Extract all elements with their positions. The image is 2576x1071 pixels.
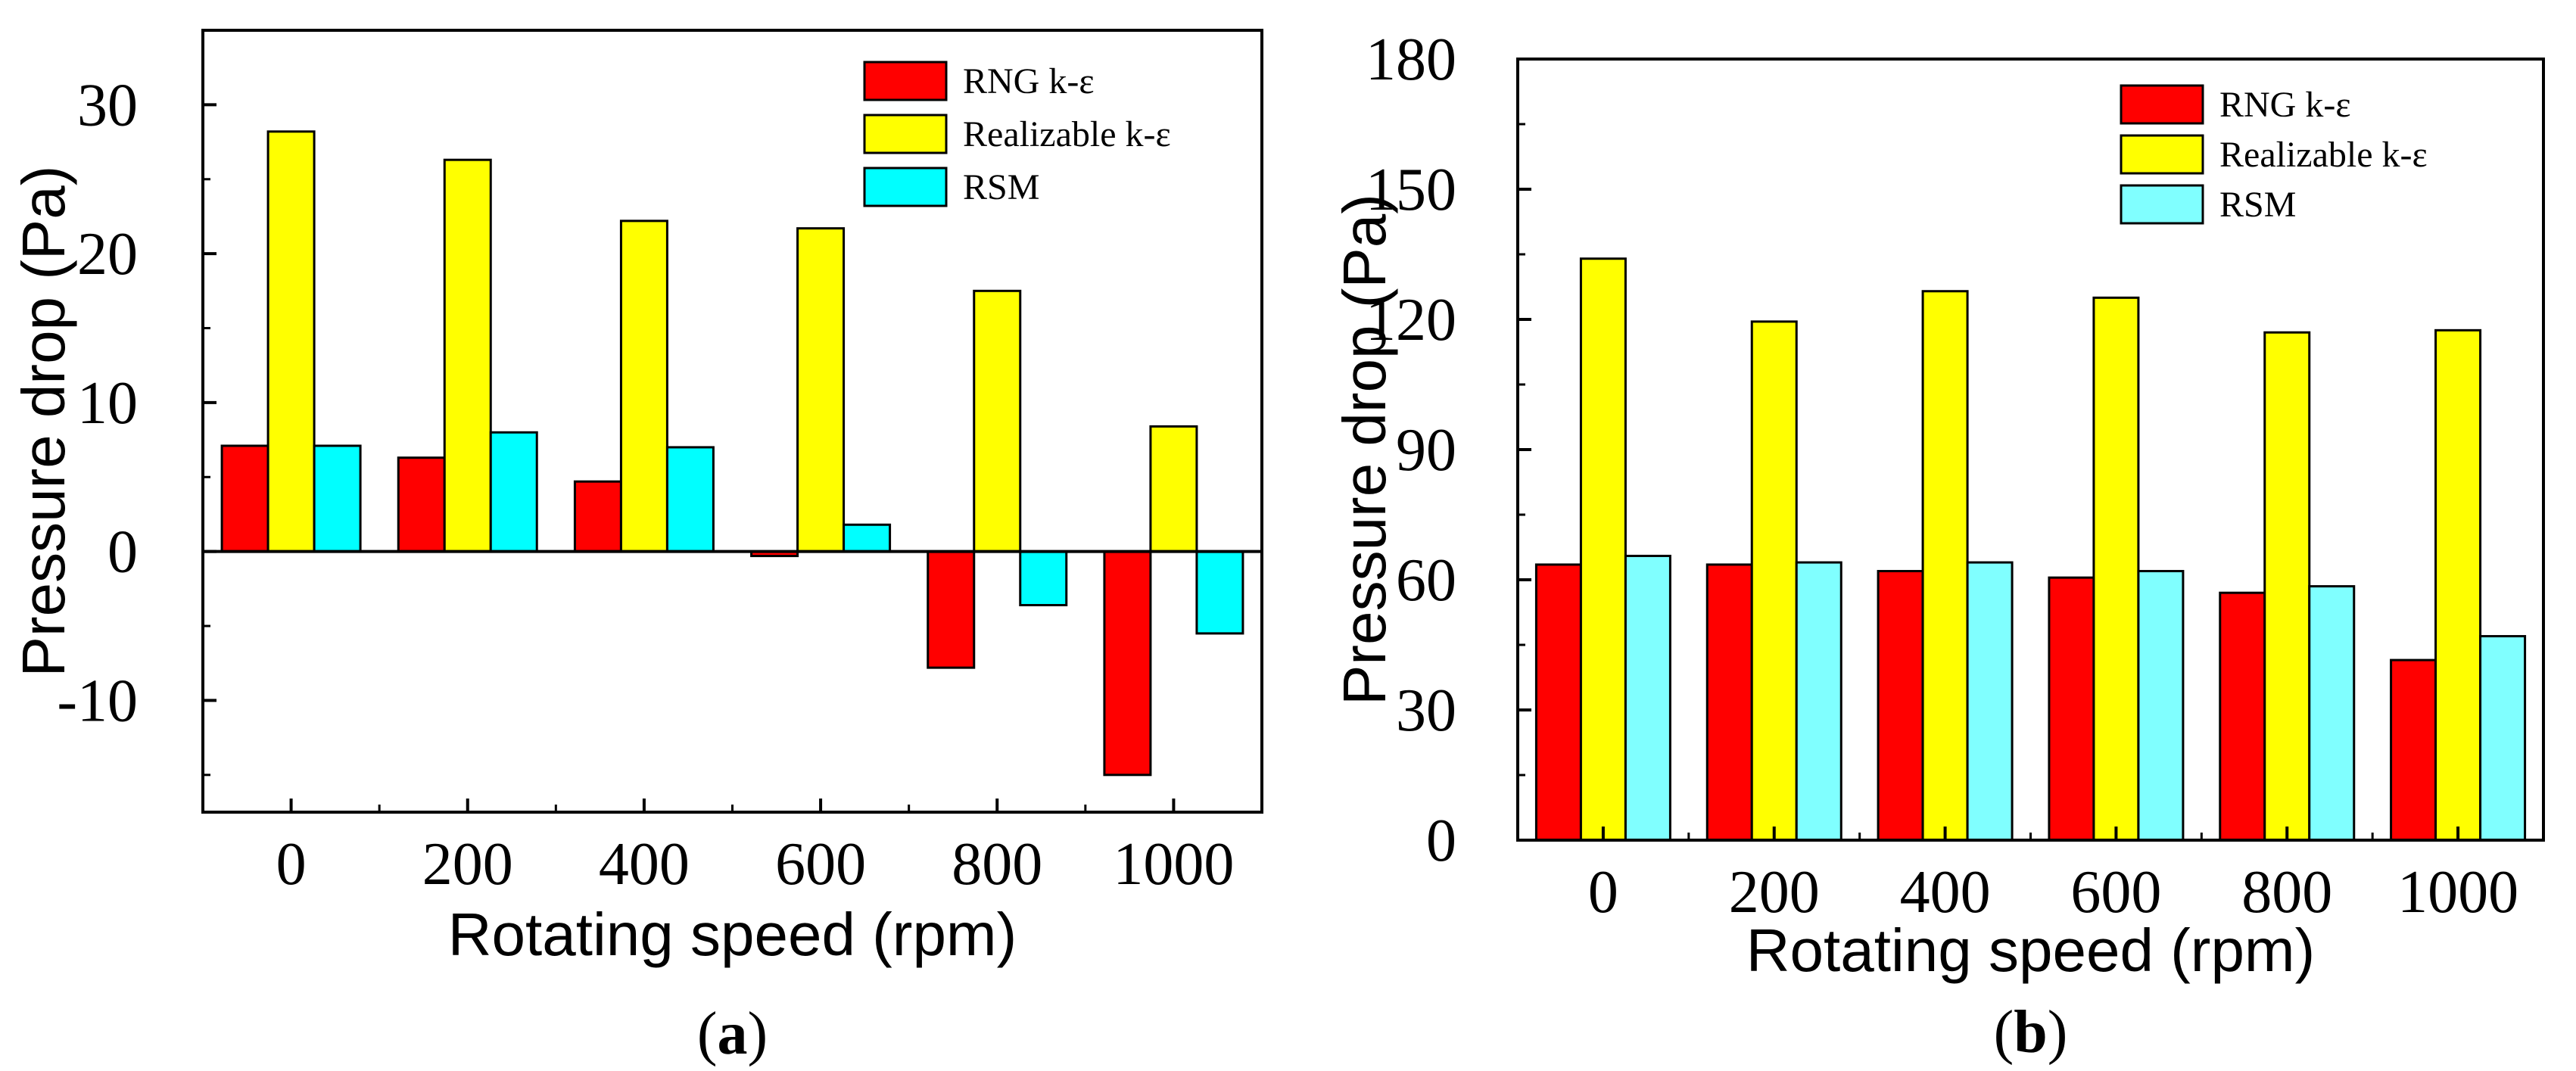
panel-label-close: ) bbox=[2048, 999, 2068, 1066]
x-tick-label: 400 bbox=[1900, 859, 1991, 926]
y-tick-label: 180 bbox=[1366, 26, 1456, 93]
bar-rng-1000 bbox=[1103, 550, 1152, 777]
x-tick-label: 600 bbox=[775, 831, 866, 898]
bar-rsm-0 bbox=[1624, 554, 1671, 842]
y-tick-label: 90 bbox=[1396, 417, 1456, 484]
bar-rng-800 bbox=[2219, 591, 2266, 842]
panel-label-open: ( bbox=[1994, 999, 2014, 1066]
panel-label-letter: b bbox=[2014, 999, 2048, 1066]
bar-realizable-0 bbox=[1579, 257, 1627, 842]
bar-rsm-600 bbox=[843, 523, 892, 553]
x-tick-label: 800 bbox=[952, 831, 1042, 898]
bar-realizable-400 bbox=[619, 219, 668, 553]
bar-realizable-200 bbox=[443, 158, 492, 553]
bar-realizable-600 bbox=[796, 227, 846, 553]
bar-rsm-0 bbox=[313, 444, 362, 553]
bar-rng-800 bbox=[927, 550, 976, 669]
bar-rng-0 bbox=[220, 444, 269, 553]
y-tick-label: 30 bbox=[77, 72, 138, 139]
x-tick-label: 0 bbox=[276, 831, 307, 898]
y-tick-label: 60 bbox=[1396, 547, 1456, 614]
bar-rsm-600 bbox=[2137, 570, 2185, 842]
panel-label-letter: a bbox=[718, 1001, 748, 1067]
bar-realizable-800 bbox=[973, 289, 1022, 553]
x-tick-label: 200 bbox=[422, 831, 513, 898]
bar-realizable-600 bbox=[2092, 296, 2140, 842]
y-tick-label: 0 bbox=[107, 519, 138, 586]
x-axis-title: Rotating speed (rpm) bbox=[1746, 917, 2315, 984]
bar-realizable-1000 bbox=[2434, 328, 2482, 842]
legend-swatch bbox=[2120, 84, 2204, 125]
y-tick-label: 150 bbox=[1366, 157, 1456, 223]
plot-frame bbox=[1516, 58, 2545, 842]
bar-rsm-400 bbox=[1966, 561, 2014, 842]
bar-rng-200 bbox=[397, 456, 446, 553]
x-tick-label: 1000 bbox=[2397, 859, 2518, 926]
legend-label: Realizable k-ε bbox=[2219, 135, 2428, 175]
y-tick-label: 0 bbox=[1426, 808, 1456, 874]
x-tick-label: 600 bbox=[2070, 859, 2161, 926]
bar-rng-0 bbox=[1534, 563, 1582, 842]
bar-rng-1000 bbox=[2390, 658, 2437, 842]
bar-realizable-800 bbox=[2263, 331, 2311, 842]
y-tick-label: 120 bbox=[1366, 287, 1456, 353]
panel-label: (b) bbox=[1994, 999, 2068, 1066]
bar-rsm-800 bbox=[2308, 585, 2356, 842]
legend-label: RSM bbox=[2219, 185, 2296, 225]
legend-swatch bbox=[863, 114, 948, 154]
x-axis-title: Rotating speed (rpm) bbox=[448, 901, 1017, 968]
bar-rsm-400 bbox=[665, 446, 715, 553]
x-tick-label: 1000 bbox=[1113, 831, 1234, 898]
bar-rng-400 bbox=[1877, 570, 1924, 842]
bar-realizable-200 bbox=[1750, 320, 1798, 842]
y-tick-label: 30 bbox=[1396, 677, 1456, 744]
legend-swatch bbox=[863, 61, 948, 101]
legend-swatch bbox=[2120, 134, 2204, 175]
panel-label-close: ) bbox=[748, 1001, 768, 1067]
legend-swatch bbox=[2120, 184, 2204, 225]
y-tick-label: 20 bbox=[77, 221, 138, 288]
chart-panel-b: 0 30 60 90 120 150 180 0 200 400 600 800 1000 Rotatin… bbox=[1331, 26, 2545, 1066]
x-tick-label: 0 bbox=[1588, 859, 1618, 926]
bar-rng-200 bbox=[1705, 563, 1753, 842]
y-axis-title: Pressure drop (Pa) bbox=[10, 166, 77, 677]
panel-label-open: ( bbox=[697, 1001, 718, 1067]
legend-label: RNG k-ε bbox=[963, 61, 1094, 101]
panel-label: (a) bbox=[697, 1001, 768, 1067]
bar-realizable-1000 bbox=[1149, 425, 1198, 553]
x-tick-label: 200 bbox=[1729, 859, 1820, 926]
y-axis-title: Pressure drop (Pa) bbox=[1331, 194, 1398, 705]
bar-rng-400 bbox=[573, 480, 622, 553]
legend-label: RSM bbox=[963, 167, 1039, 207]
x-tick-label: 400 bbox=[599, 831, 690, 898]
bar-rsm-800 bbox=[1019, 550, 1068, 607]
legend-swatch bbox=[863, 167, 948, 207]
bar-realizable-400 bbox=[1921, 290, 1969, 842]
y-tick-label: -10 bbox=[57, 668, 138, 734]
y-tick-label: 10 bbox=[77, 370, 138, 437]
chart-panel-a: -10 0 10 20 30 0 200 400 600 800 1000 Rotating spee… bbox=[10, 29, 1263, 1067]
legend-label: RNG k-ε bbox=[2219, 85, 2350, 125]
bar-rsm-200 bbox=[489, 431, 538, 553]
bar-rsm-200 bbox=[1795, 561, 1842, 842]
bar-realizable-0 bbox=[266, 130, 316, 553]
x-tick-label: 800 bbox=[2241, 859, 2332, 926]
bar-rsm-1000 bbox=[1195, 550, 1244, 635]
legend-label: Realizable k-ε bbox=[963, 114, 1171, 154]
bar-rsm-1000 bbox=[2479, 635, 2527, 842]
bar-rng-600 bbox=[2048, 576, 2095, 842]
